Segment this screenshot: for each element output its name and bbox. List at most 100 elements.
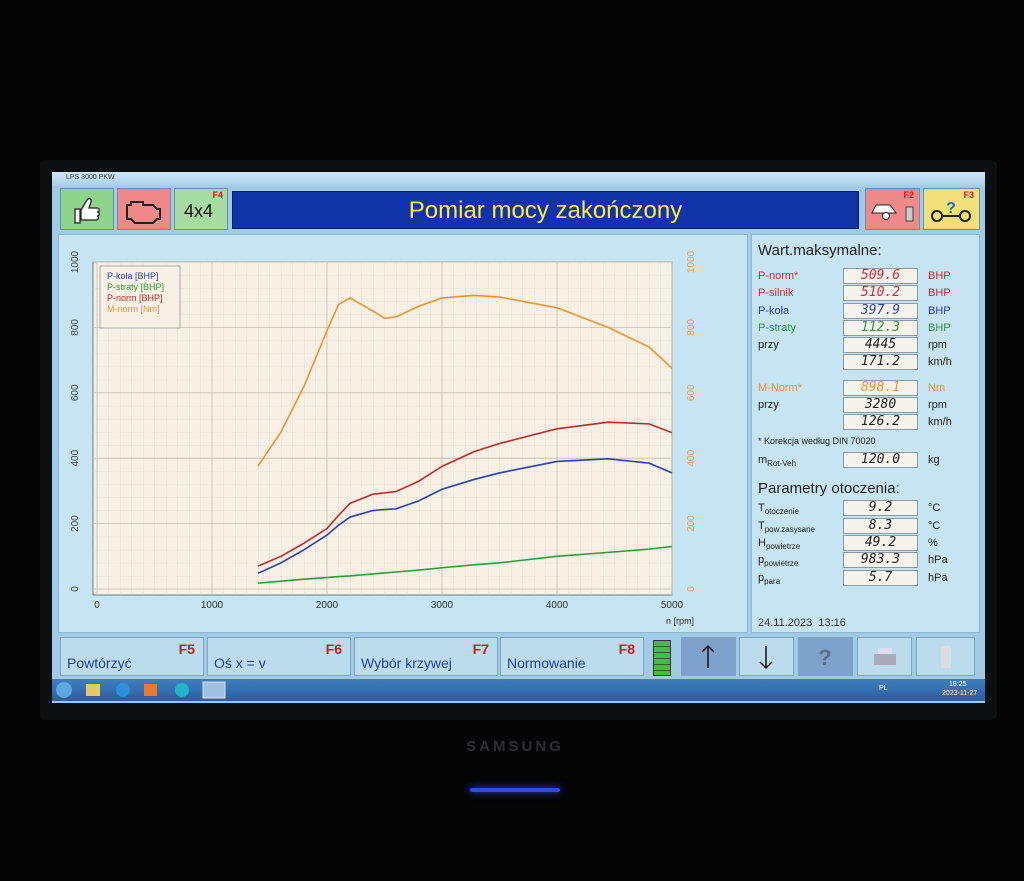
value-display: 509.6	[843, 268, 918, 284]
unit: hPa	[928, 554, 948, 566]
label-text: P-straty	[758, 322, 796, 334]
y2-tick-label: 200	[686, 515, 697, 532]
value-display: 120.0	[843, 452, 918, 468]
status-title: Pomiar mocy zakończony	[232, 191, 859, 229]
label-subscript: pow.zasysane	[764, 525, 815, 535]
unit: km/h	[928, 416, 952, 428]
unit: °C	[928, 520, 941, 532]
button-label: Oś x = v	[214, 655, 266, 671]
unit: BHP	[928, 270, 951, 282]
row-label: ppara	[758, 571, 780, 589]
unit: kg	[928, 454, 940, 466]
button-label: Wybór krzywej	[361, 655, 452, 671]
x-axis-label: n [rpm]	[666, 616, 694, 626]
row-label: M-Norm*	[758, 381, 802, 395]
function-button[interactable]: Wybór krzywej F7	[354, 637, 498, 676]
help-button[interactable]: ?	[798, 637, 853, 676]
x-tick-label: 5000	[661, 600, 684, 611]
printer-icon	[874, 648, 896, 665]
timestamp: 24.11.2023 13:16	[758, 617, 846, 629]
chart: n [rpm] 0 200 400 600 800 1000 0 200 400 600 800 10…	[70, 250, 697, 626]
down-arrow	[759, 646, 773, 670]
unit: Nm	[928, 382, 946, 394]
function-button[interactable]: Powtórzyć F5	[60, 637, 204, 676]
row-label: mRot-Veh	[758, 453, 796, 471]
legend-entry: P-koła [BHP]	[107, 271, 159, 281]
label-text: T	[758, 502, 765, 514]
series-line	[257, 421, 673, 567]
value-display: 171.2	[843, 354, 918, 370]
y-tick-label: 0	[70, 586, 81, 592]
f2-button[interactable]: F2	[865, 188, 920, 230]
panel-title: Parametry otoczenia:	[758, 480, 900, 497]
label-text: p	[758, 554, 765, 566]
exit-button[interactable]	[916, 637, 975, 676]
value-display: 112.3	[843, 320, 918, 336]
value-display: 898.1	[843, 380, 918, 396]
y-tick-label: 200	[70, 515, 81, 532]
x-tick-label: 4000	[546, 600, 569, 611]
up-arrow	[701, 644, 715, 668]
function-button[interactable]: Normowanie F8	[500, 637, 644, 676]
svg-text:?: ?	[818, 645, 831, 670]
function-button[interactable]: Oś x = v F6	[207, 637, 351, 676]
print-button[interactable]	[857, 637, 912, 676]
help-icon: ?	[818, 645, 831, 670]
down-button[interactable]	[739, 637, 794, 676]
legend-box	[99, 265, 181, 329]
4x4-button[interactable]: 4x4 F4	[174, 188, 228, 230]
taskbar: PL 18:25 2023-11-27	[52, 679, 985, 701]
button-key: F8	[618, 641, 635, 657]
key-hint: F4	[212, 190, 223, 200]
svg-text:?: ?	[946, 200, 956, 217]
engine-button[interactable]	[117, 188, 171, 230]
x-tick-label: 0	[94, 600, 100, 611]
x-tick-label: 2000	[316, 600, 339, 611]
label-text: P-silnik	[758, 287, 794, 299]
button-label: Normowanie	[507, 655, 586, 671]
up-button[interactable]	[681, 637, 736, 676]
label-subscript: para	[764, 577, 781, 587]
label-text: P-koła	[758, 305, 790, 317]
unit: BHP	[928, 287, 951, 299]
f3-button[interactable]: ? F3	[923, 188, 980, 230]
row-label: Totoczenie	[758, 501, 799, 519]
label-text: M-Norm*	[758, 382, 802, 394]
label-text: P-norm*	[758, 270, 799, 282]
x-tick-label: 3000	[431, 600, 454, 611]
unit: %	[928, 537, 938, 549]
clock-date: 2023-11-27	[942, 690, 978, 697]
row-label: przy	[758, 338, 779, 352]
y2-tick-label: 1000	[686, 250, 697, 273]
door-icon	[941, 646, 951, 668]
row-label: Hpowietrze	[758, 536, 800, 554]
unit: rpm	[928, 399, 947, 411]
legend-entry: M-norm [Nm]	[107, 304, 160, 314]
car-icon	[871, 204, 914, 222]
y2-tick-label: 400	[686, 449, 697, 466]
unit: BHP	[928, 305, 951, 317]
key-hint: F2	[903, 190, 914, 200]
clock-time: 18:25	[949, 681, 967, 688]
unit: BHP	[928, 322, 951, 334]
language: PL	[879, 685, 888, 692]
row-label: Tpow.zasysane	[758, 519, 815, 537]
legend-entry: P-norm [BHP]	[107, 293, 163, 303]
window-title: LPS 3000 PKW	[66, 174, 115, 181]
y2-tick-label: 800	[686, 319, 697, 336]
value-display: 49.2	[843, 535, 918, 551]
power-led	[470, 788, 560, 792]
footnote: * Korekcja według DIN 70020	[758, 436, 876, 446]
series-line	[257, 458, 673, 575]
value-display: 397.9	[843, 303, 918, 319]
y2-tick-label: 0	[686, 586, 697, 592]
series-line	[257, 294, 673, 467]
button-key: F6	[325, 641, 342, 657]
unit: hPa	[928, 572, 948, 584]
row-label: P-koła	[758, 304, 789, 318]
ok-button[interactable]	[60, 188, 114, 230]
y-tick-label: 600	[70, 384, 81, 401]
panel-title: Wart.maksymalne:	[758, 242, 882, 259]
label-text: przy	[758, 339, 779, 351]
